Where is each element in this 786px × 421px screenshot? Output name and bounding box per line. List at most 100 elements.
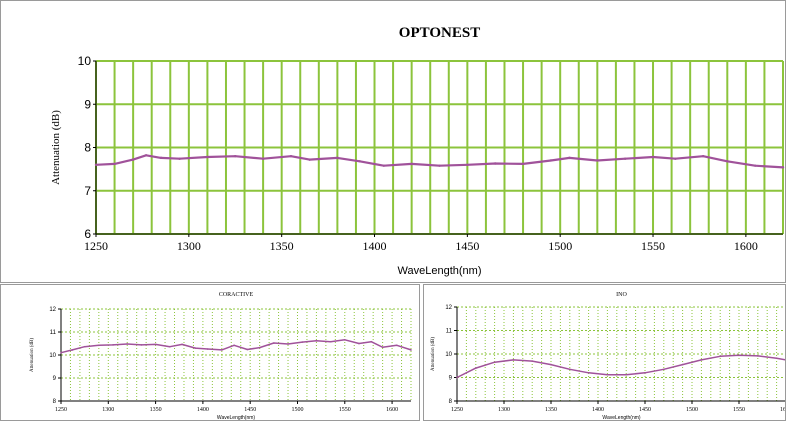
y-tick-label: 8 — [84, 141, 91, 155]
series-point — [315, 339, 318, 342]
series-point — [343, 338, 346, 341]
series-point — [358, 342, 360, 345]
series-point — [154, 343, 157, 346]
y-tick-label: 10 — [445, 352, 452, 358]
series-point — [753, 164, 757, 167]
chart-title: INO — [616, 292, 627, 298]
series-point — [596, 159, 599, 162]
x-tick-label: 1250 — [55, 407, 67, 413]
series-point — [674, 157, 677, 160]
series-point — [258, 346, 261, 349]
series-point — [60, 351, 62, 354]
y-tick-label: 12 — [445, 305, 452, 311]
y-tick-label: 8 — [449, 399, 453, 405]
series-point — [220, 349, 223, 351]
series-point — [289, 154, 293, 158]
x-tick-label: 1450 — [455, 239, 479, 253]
series-point — [336, 156, 339, 160]
series-point — [474, 367, 477, 369]
x-axis-label: WaveLength(nm) — [602, 415, 640, 421]
series-point — [144, 154, 148, 157]
series-point — [358, 160, 361, 163]
y-axis-label: Attenuation (dB) — [30, 338, 35, 372]
x-tick-label: 1550 — [339, 407, 351, 413]
series-point — [549, 159, 553, 162]
series-point — [94, 163, 98, 167]
main-chart: OPTONEST 6 7 8 9 10 1250 1300 1350 1400 1450 1500 15… — [50, 25, 785, 277]
x-tick-label: 1600 — [780, 407, 786, 413]
x-tick-label: 1450 — [639, 407, 651, 413]
x-tick-label: 1300 — [498, 407, 510, 413]
series-point — [206, 348, 209, 350]
series-point — [651, 155, 655, 159]
series-point — [287, 343, 289, 345]
y-tick-label: 7 — [84, 184, 91, 198]
series-point — [719, 355, 722, 358]
series-point — [382, 164, 386, 167]
series-point — [700, 359, 703, 361]
y-tick-label: 10 — [78, 54, 92, 68]
series-point — [140, 344, 143, 346]
series-point — [456, 376, 458, 379]
series-point — [623, 157, 627, 160]
series-point — [206, 155, 209, 159]
y-tick-label: 11 — [50, 330, 57, 336]
series-point — [301, 341, 304, 343]
chart-title: OPTONEST — [399, 25, 480, 41]
coractive-chart-panel: CORACTIVE 8 9 10 11 12 1250 1300 1350 1400 1450 150… — [0, 284, 420, 421]
series-line — [60, 339, 412, 354]
series-point — [587, 371, 590, 374]
series-point — [308, 158, 311, 161]
y-tick-label: 11 — [446, 329, 453, 335]
x-tick-label: 1250 — [451, 407, 463, 413]
series-point — [493, 162, 497, 165]
x-tick-label: 1400 — [363, 239, 387, 253]
series-point — [98, 344, 100, 347]
y-axis-label: Attenuation (dB) — [50, 110, 62, 185]
y-tick-label: 6 — [84, 227, 91, 241]
series-point — [781, 166, 785, 169]
series-point — [159, 156, 163, 160]
series-point — [381, 346, 384, 349]
series-point — [466, 163, 469, 167]
series-point — [329, 340, 332, 343]
series-point — [550, 363, 552, 366]
x-tick-label: 1600 — [734, 239, 758, 253]
series-point — [521, 162, 525, 166]
series-point — [194, 347, 197, 349]
x-tick-label: 1500 — [291, 407, 303, 413]
series-point — [181, 343, 183, 346]
x-tick-label: 1500 — [686, 407, 698, 413]
y-tick-label: 12 — [49, 307, 56, 313]
x-tick-label: 1350 — [150, 407, 162, 413]
series-point — [395, 344, 398, 347]
ino-chart-panel: INO 8 9 10 11 12 1250 1300 1350 1400 1450 1500 1550 1… — [423, 284, 786, 421]
x-tick-label: 1500 — [548, 239, 572, 253]
series-point — [410, 349, 412, 351]
x-axis-label: WaveLength(nm) — [398, 265, 482, 277]
x-tick-label: 1350 — [545, 407, 557, 413]
x-tick-label: 1350 — [270, 239, 294, 253]
series-point — [512, 359, 515, 361]
series-point — [493, 361, 496, 364]
series-point — [233, 344, 235, 347]
x-tick-label: 1400 — [197, 407, 209, 413]
series-point — [644, 371, 646, 374]
series-point — [113, 162, 116, 166]
x-axis-label: WaveLength(nm) — [217, 415, 255, 421]
series-point — [410, 162, 413, 166]
series-point — [273, 342, 275, 344]
y-tick-label: 9 — [449, 376, 453, 382]
ino-chart: INO 8 9 10 11 12 1250 1300 1350 1400 1450 1500 1550 1… — [431, 292, 786, 421]
series-line — [456, 354, 785, 379]
series-point — [131, 158, 135, 161]
series-point — [756, 355, 759, 357]
series-point — [738, 354, 740, 356]
x-tick-label: 1400 — [592, 407, 604, 413]
series-point — [568, 156, 571, 160]
x-tick-label: 1550 — [641, 239, 665, 253]
series-point — [568, 368, 571, 371]
coractive-chart: CORACTIVE 8 9 10 11 12 1250 1300 1350 1400 1450 150… — [30, 292, 412, 421]
main-chart-panel: OPTONEST 6 7 8 9 10 1250 1300 1350 1400 1450 1500 15… — [0, 0, 786, 283]
y-tick-label: 8 — [53, 399, 57, 405]
